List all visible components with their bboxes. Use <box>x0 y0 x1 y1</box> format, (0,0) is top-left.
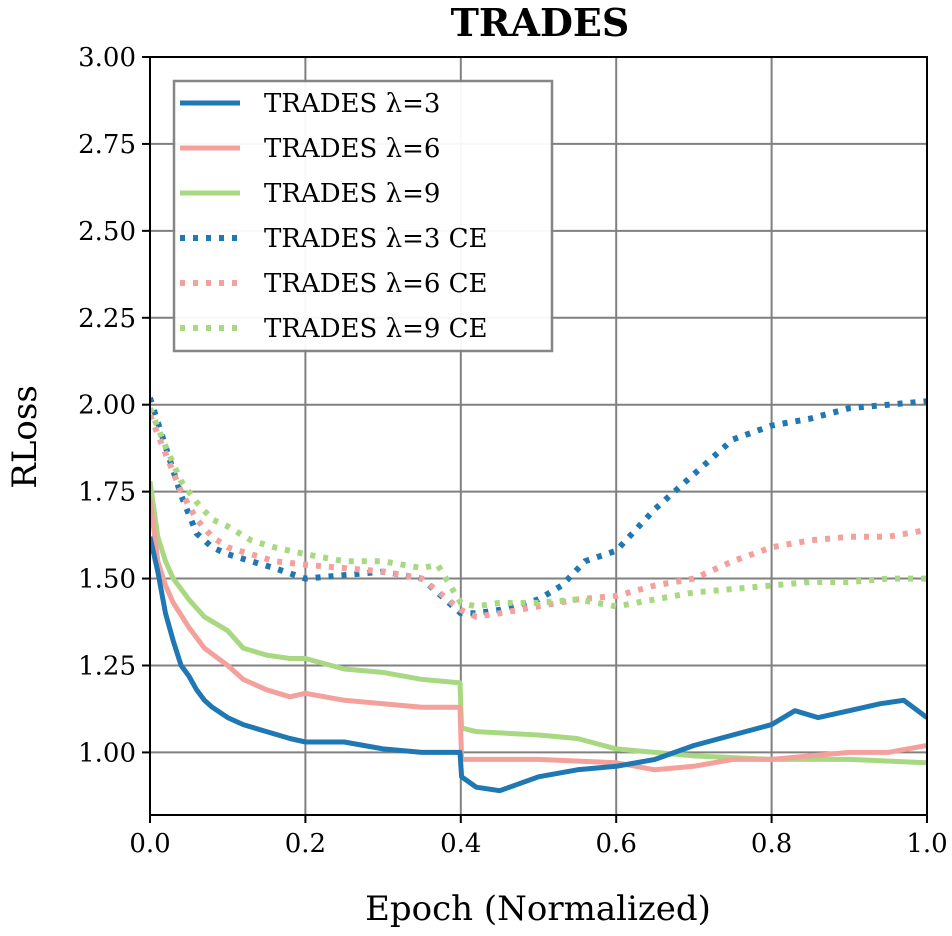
x-axis-label: Epoch (Normalized) <box>365 889 711 929</box>
series-line-6 <box>150 407 927 610</box>
x-tick-label: 0.0 <box>129 829 170 859</box>
axis-ticks: 0.0 0.2 0.4 0.6 0.8 1.0 1.00 1.25 1.50 1.75 2.00 2.… <box>78 43 948 859</box>
legend-label: TRADES λ=3 <box>264 89 440 119</box>
series-line-5 <box>150 413 927 620</box>
y-tick-label: 1.75 <box>78 478 136 508</box>
x-tick-label: 0.2 <box>285 829 326 859</box>
legend-box <box>172 79 554 353</box>
legend: TRADES λ=3 TRADES λ=6 TRADES λ=9 TRADES λ=3… <box>172 79 554 353</box>
legend-label: TRADES λ=9 CE <box>264 314 488 344</box>
legend-label: TRADES λ=9 <box>264 179 440 209</box>
y-tick-label: 1.25 <box>78 651 136 681</box>
series-line-3 <box>150 480 927 766</box>
legend-label: TRADES λ=6 <box>264 134 440 164</box>
y-tick-label: 1.00 <box>78 738 136 768</box>
y-tick-label: 2.00 <box>78 391 136 421</box>
y-tick-label: 2.50 <box>78 217 136 247</box>
x-tick-label: 0.8 <box>751 829 792 859</box>
y-tick-label: 2.75 <box>78 130 136 160</box>
y-tick-label: 1.50 <box>78 565 136 595</box>
y-tick-label: 2.25 <box>78 304 136 334</box>
series-lines <box>150 396 927 794</box>
x-tick-label: 1.0 <box>906 829 947 859</box>
series-line-2 <box>150 498 927 773</box>
chart-title: TRADES <box>451 0 630 45</box>
x-tick-label: 0.6 <box>596 829 637 859</box>
legend-label: TRADES λ=3 CE <box>264 224 488 254</box>
y-axis-label: RLoss <box>5 385 45 489</box>
series-line-4 <box>150 396 927 617</box>
plot-frame <box>149 56 928 816</box>
y-tick-label: 3.00 <box>78 43 136 73</box>
legend-label: TRADES λ=6 CE <box>264 269 488 299</box>
x-tick-label: 0.4 <box>440 829 481 859</box>
series-line-1 <box>150 536 927 794</box>
